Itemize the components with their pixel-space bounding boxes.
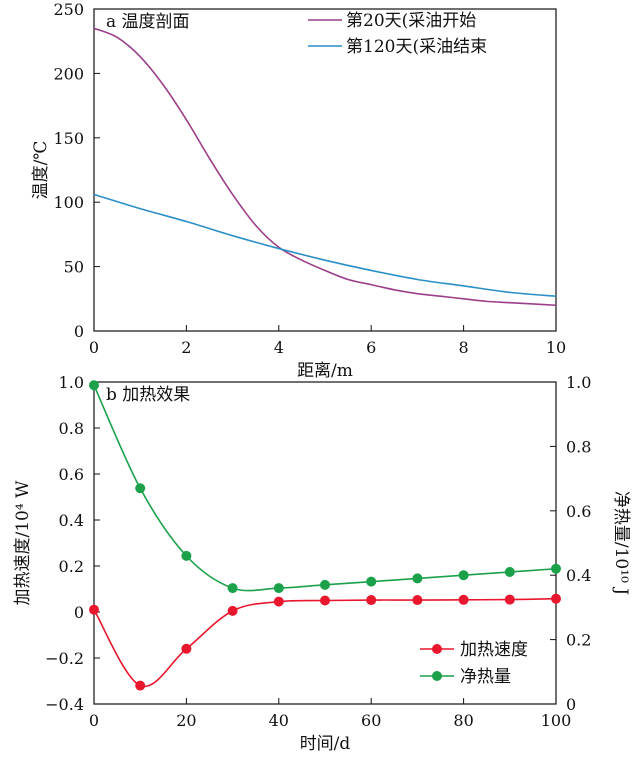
panel-b-series-1-point xyxy=(89,380,99,391)
panel-a-y-tick-label: 250 xyxy=(53,0,84,19)
panel-a-plot-frame xyxy=(93,8,557,332)
panel-a-y-tick-label: 100 xyxy=(53,193,84,212)
panel-b-series-1-point xyxy=(273,583,284,594)
legend-label-day120: 第120天(采油结束 xyxy=(346,37,487,57)
panel-a-x-tick-label: 10 xyxy=(546,338,566,357)
panel-b-series-0-point xyxy=(412,595,423,606)
panel-b-right-y-tick-label: 0 xyxy=(566,695,576,714)
panel-b-series-0-point xyxy=(320,595,330,606)
legend-label-net-heat: 净热量 xyxy=(460,667,511,687)
panel-a-legend: 第20天(采油开始 第120天(采油结束 xyxy=(308,11,487,57)
panel-b-series-0-point xyxy=(135,680,146,691)
panel-b-series-1-point xyxy=(412,573,423,584)
panel-b-left-y-tick-label: 0.8 xyxy=(59,419,84,438)
panel-a-y-tick-label: 0 xyxy=(74,322,84,341)
panel-b-series-0-point xyxy=(458,594,469,605)
panel-b-series-0-point xyxy=(551,593,561,604)
panel-b-series-0-point xyxy=(89,604,99,615)
panel-b-series-line-1 xyxy=(93,384,557,592)
panel-b-left-y-axis-label: 加热速度/10⁴ W xyxy=(13,480,33,606)
panel-a-x-tick-label: 0 xyxy=(89,338,99,357)
panel-b-series-1-point xyxy=(458,570,469,581)
panel-a-y-tick-label: 150 xyxy=(53,129,84,148)
panel-b-x-axis-label: 时间/d xyxy=(300,734,351,754)
panel-b-right-y-tick-label: 0.6 xyxy=(566,502,591,521)
panel-b-legend: 加热速度 净热量 xyxy=(420,640,528,687)
panel-b-right-y-tick-label: 0.2 xyxy=(566,631,591,650)
panel-b-series-0-point xyxy=(504,594,515,605)
panel-b-left-y-tick-label: 0.2 xyxy=(59,557,84,576)
panel-b-heating-effect: b 加热效果 时间/d 加热速度/10⁴ W 净热量/10¹⁰ J 0 20 40 6… xyxy=(13,373,631,754)
panel-b-x-tick-label: 20 xyxy=(176,711,196,730)
panel-b-x-tick-label: 0 xyxy=(89,711,99,730)
panel-b-right-y-tick-label: 0.4 xyxy=(566,566,591,585)
legend-marker-heating-rate xyxy=(432,644,442,654)
panel-b-x-tick-label: 100 xyxy=(541,711,572,730)
panel-a-x-tick-label: 4 xyxy=(274,338,284,357)
panel-b-series-1-point xyxy=(366,576,377,587)
panel-b-series-0-point xyxy=(227,605,238,616)
panel-b-series-0-point xyxy=(181,643,192,654)
legend-marker-net-heat xyxy=(432,671,442,681)
panel-b-series-1-point xyxy=(504,566,515,577)
panel-a-x-axis-label: 距离/m xyxy=(297,361,353,381)
panel-b-ticks: 0 20 40 60 80 100 −0.4 −0.2 0 0.2 0.4 0.6 0.8 1.0 0 0.2… xyxy=(45,373,591,730)
panel-a-series-line-0 xyxy=(93,27,557,307)
panel-b-right-y-tick-label: 0.8 xyxy=(566,437,591,456)
panel-b-series-1-point xyxy=(227,583,238,594)
legend-label-day20: 第20天(采油开始 xyxy=(346,11,476,31)
panel-b-series-0-point xyxy=(273,596,284,607)
panel-b-plot-frame xyxy=(93,381,557,705)
panel-b-series-0-point xyxy=(366,595,377,606)
panel-a-x-tick-label: 2 xyxy=(181,338,191,357)
panel-b-x-tick-label: 40 xyxy=(269,711,289,730)
panel-a-y-tick-label: 50 xyxy=(64,258,84,277)
panel-a-title: a 温度剖面 xyxy=(106,12,190,32)
panel-b-series-1-point xyxy=(181,550,192,561)
panel-a-temperature-profile: a 温度剖面 距离/m 温度/℃ 0 2 4 6 8 10050100150200250 … xyxy=(31,0,566,381)
panel-a-series xyxy=(93,27,557,307)
panel-a-y-tick-label: 200 xyxy=(53,64,84,83)
panel-b-left-y-tick-label: 0.6 xyxy=(59,465,84,484)
panel-b-right-y-axis-label: 净热量/10¹⁰ J xyxy=(611,491,631,595)
panel-a-series-line-1 xyxy=(93,193,557,298)
panel-b-left-y-tick-label: 0 xyxy=(74,603,84,622)
panel-b-series xyxy=(89,380,561,691)
panel-a-y-axis-label: 温度/℃ xyxy=(31,141,51,200)
panel-b-left-y-tick-label: −0.2 xyxy=(45,649,84,668)
panel-b-series-1-point xyxy=(551,563,561,574)
panel-a-x-tick-label: 6 xyxy=(366,338,376,357)
panel-b-title: b 加热效果 xyxy=(106,385,190,405)
panel-b-x-tick-label: 80 xyxy=(453,711,473,730)
panel-b-right-y-tick-label: 1.0 xyxy=(566,373,591,392)
legend-label-heating-rate: 加热速度 xyxy=(460,640,528,660)
panel-b-x-tick-label: 60 xyxy=(361,711,381,730)
panel-b-left-y-tick-label: −0.4 xyxy=(45,695,84,714)
panel-b-series-1-point xyxy=(135,483,146,494)
panel-a-x-tick-label: 8 xyxy=(459,338,469,357)
panel-b-left-y-tick-label: 1.0 xyxy=(59,373,84,392)
panel-b-series-1-point xyxy=(320,579,330,590)
panel-b-left-y-tick-label: 0.4 xyxy=(59,511,84,530)
